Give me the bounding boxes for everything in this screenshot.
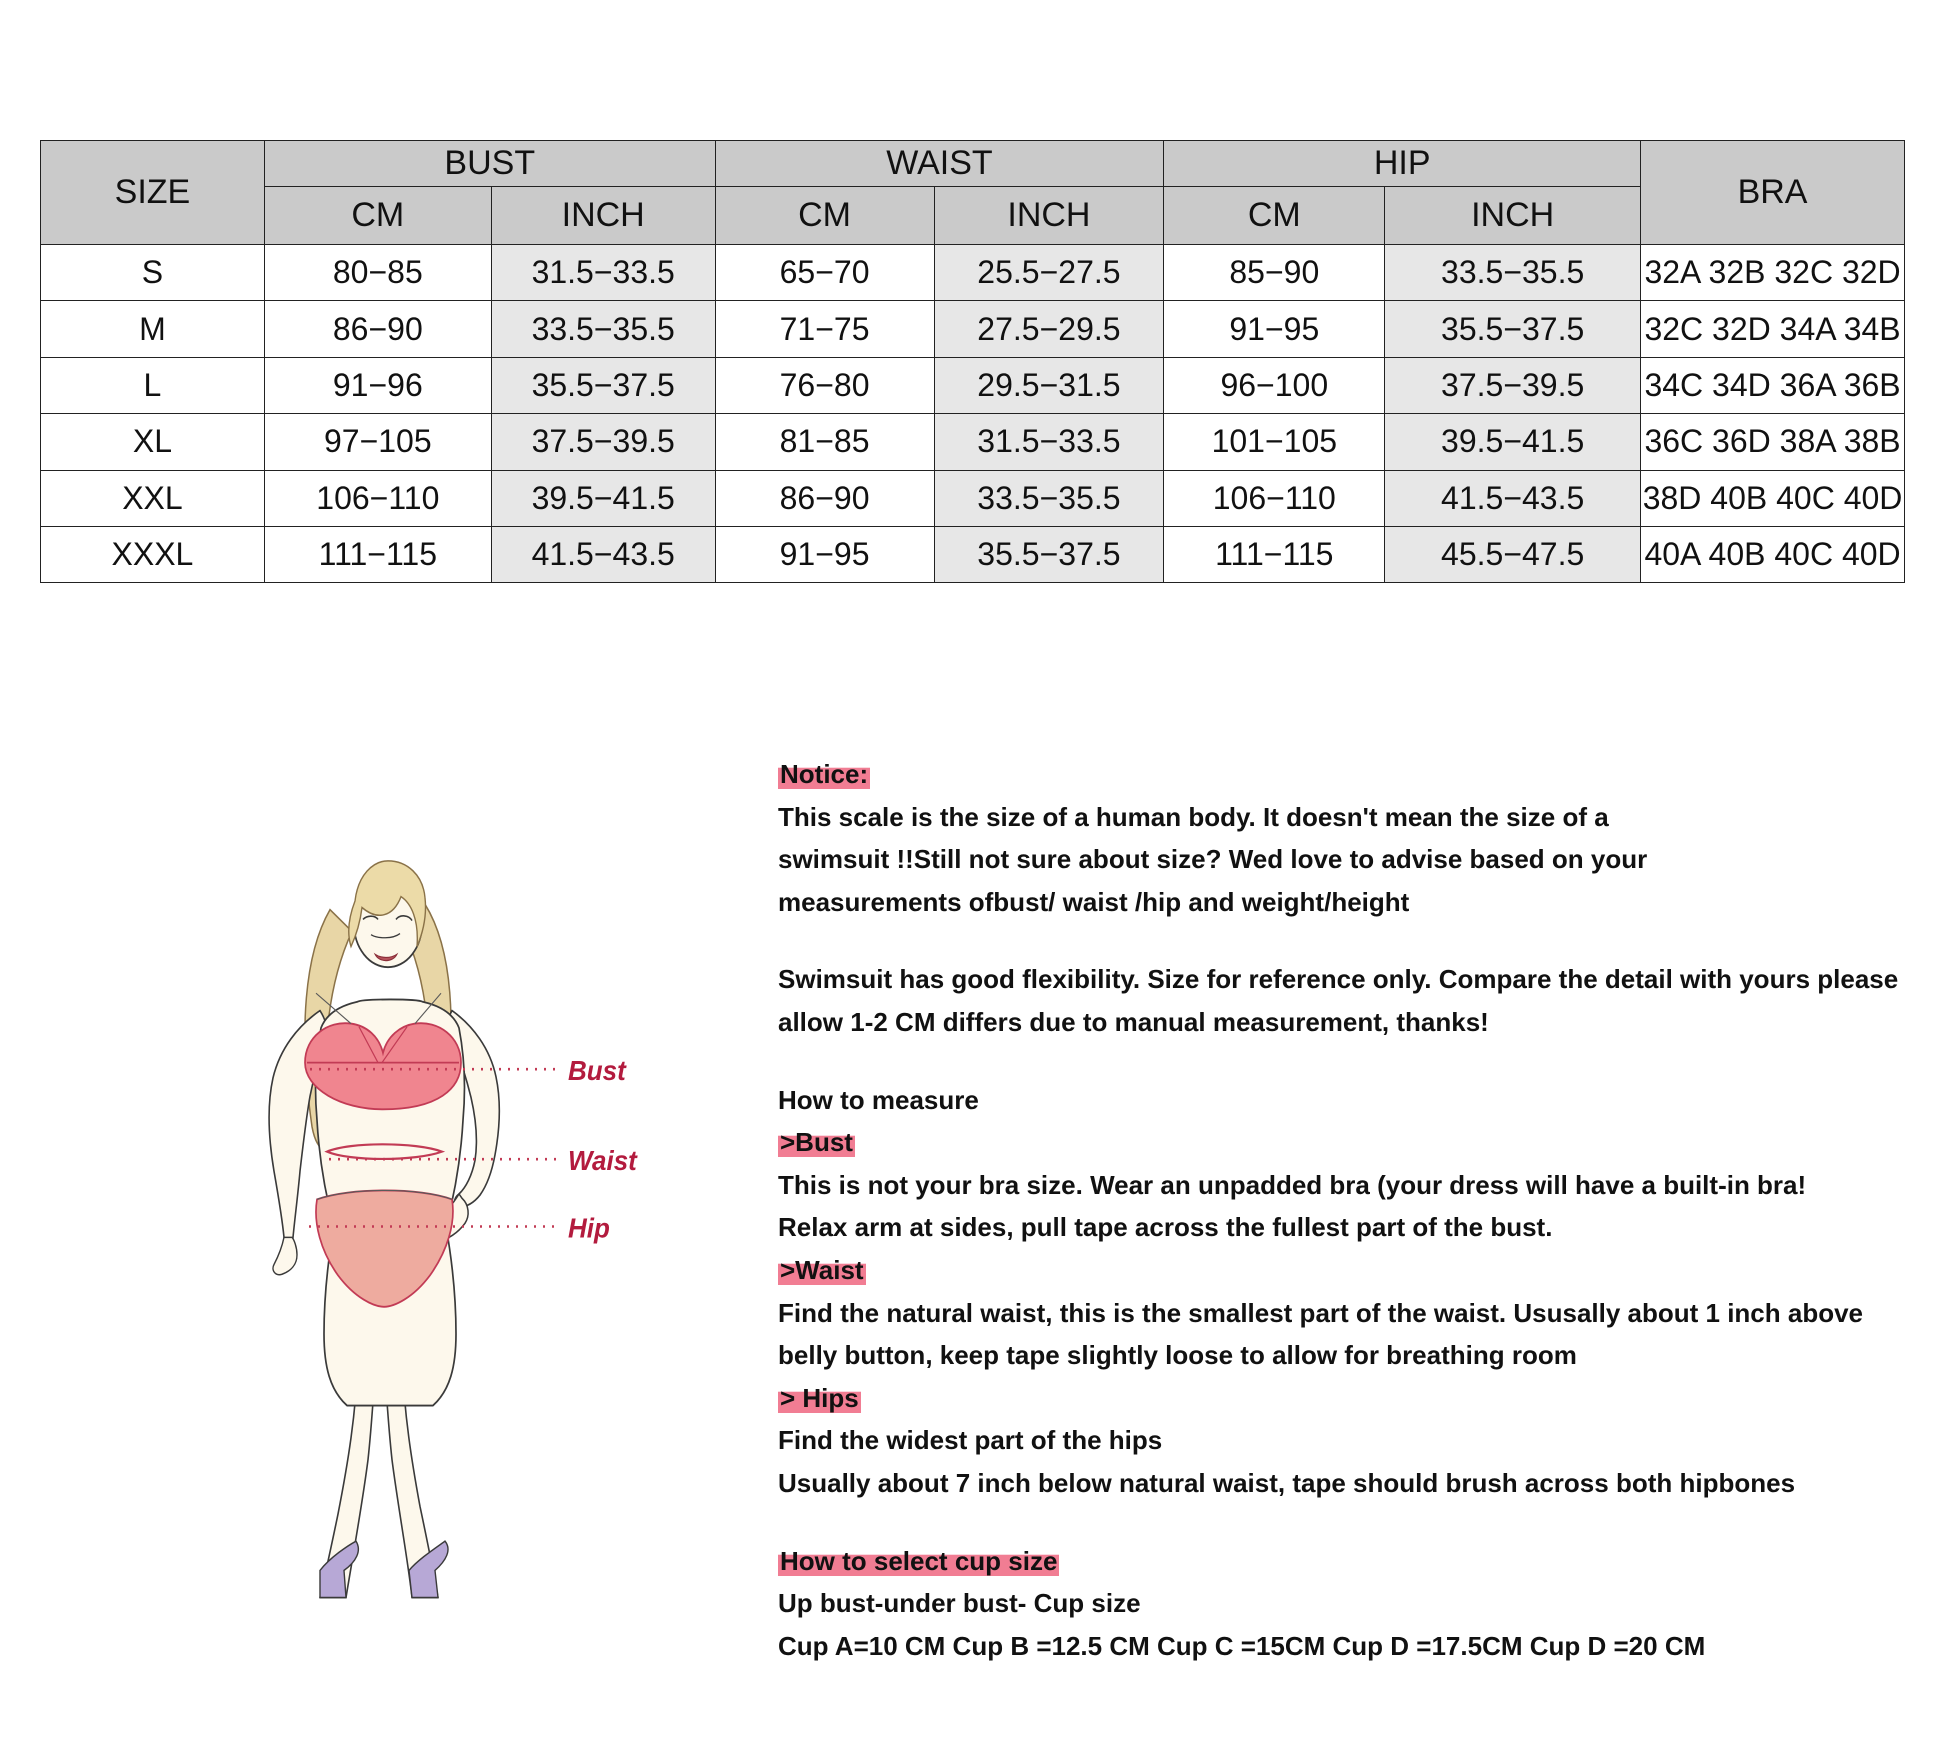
svg-text:Waist: Waist	[568, 1144, 638, 1176]
svg-text:Bust: Bust	[568, 1054, 627, 1086]
svg-text:Hip: Hip	[568, 1211, 610, 1243]
